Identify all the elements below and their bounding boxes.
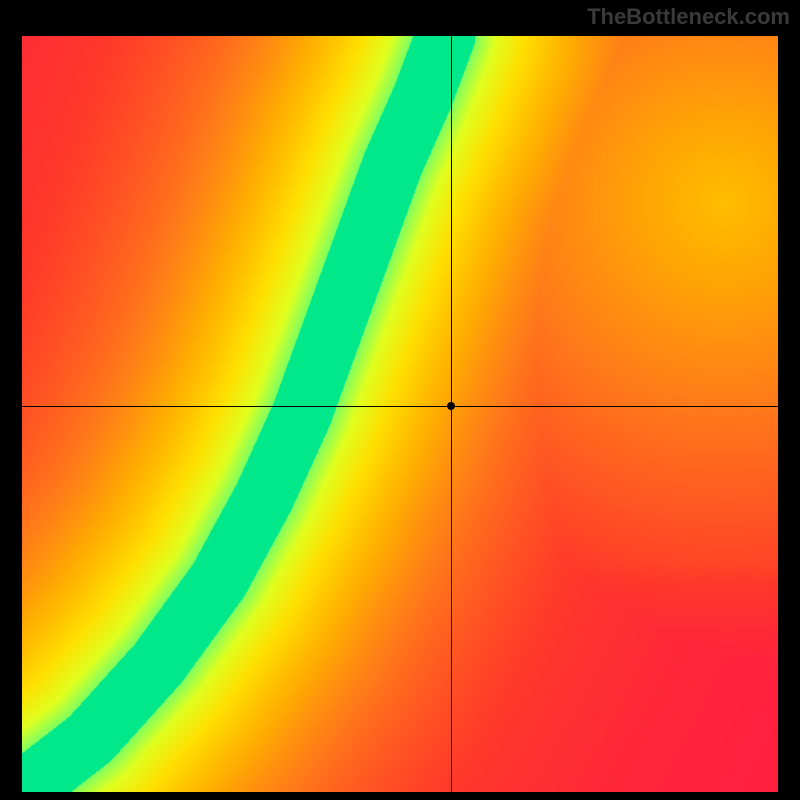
chart-container: TheBottleneck.com <box>0 0 800 800</box>
marker-dot <box>447 402 455 410</box>
heatmap-canvas <box>22 36 778 792</box>
plot-area <box>22 36 778 792</box>
attribution-text: TheBottleneck.com <box>587 4 790 30</box>
crosshair-horizontal <box>22 406 778 407</box>
crosshair-vertical <box>451 36 452 792</box>
